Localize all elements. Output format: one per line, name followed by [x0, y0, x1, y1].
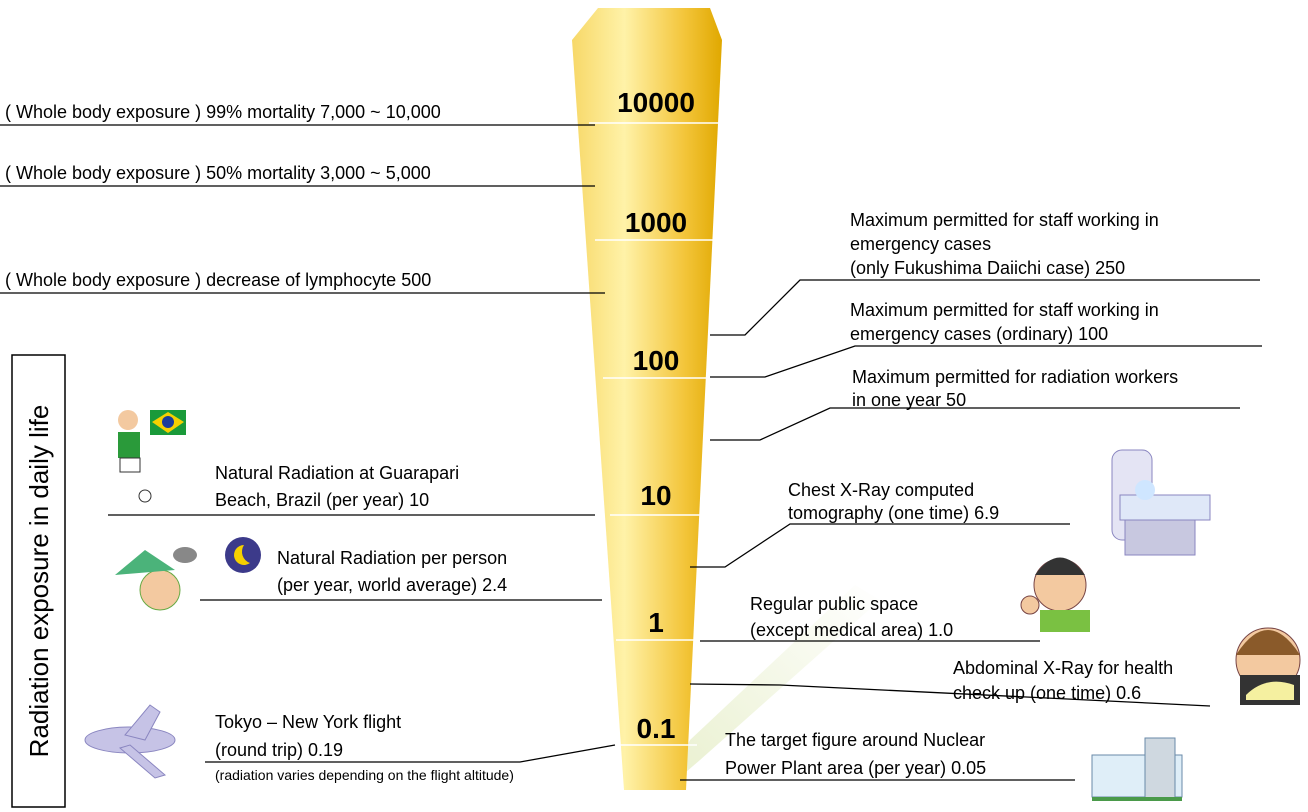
item-text: Abdominal X-Ray for health — [953, 658, 1173, 678]
item-text: Maximum permitted for radiation workers — [852, 367, 1178, 387]
item-text: Tokyo – New York flight — [215, 712, 401, 732]
item-text: Chest X-Ray computed — [788, 480, 974, 500]
side-label: Radiation exposure in daily life — [24, 405, 54, 758]
item-text: Regular public space — [750, 594, 918, 614]
diagram: Radiation exposure in daily life 1000010… — [0, 0, 1308, 812]
item-text: (except medical area) 1.0 — [750, 620, 953, 640]
item-text: The target figure around Nuclear — [725, 730, 985, 750]
scale-label: 1 — [648, 607, 664, 638]
item-text: Maximum permitted for staff working in — [850, 210, 1159, 230]
scale-label: 1000 — [625, 207, 687, 238]
item-text: ( Whole body exposure ) decrease of lymp… — [5, 270, 431, 290]
item-text: ( Whole body exposure ) 50% mortality 3,… — [5, 163, 431, 183]
item-text: ( Whole body exposure ) 99% mortality 7,… — [5, 102, 441, 122]
scale-label: 10000 — [617, 87, 695, 118]
item-text: (round trip) 0.19 — [215, 740, 343, 760]
item-text: Beach, Brazil (per year) 10 — [215, 490, 429, 510]
item-text: emergency cases — [850, 234, 991, 254]
item-text: (only Fukushima Daiichi case) 250 — [850, 258, 1125, 278]
item-text: Power Plant area (per year) 0.05 — [725, 758, 986, 778]
page: { "side_label": "Radiation exposure in d… — [0, 0, 1308, 812]
leader-line — [710, 408, 1240, 440]
item-text: (per year, world average) 2.4 — [277, 575, 507, 595]
item-text: in one year 50 — [852, 390, 966, 410]
item-text: emergency cases (ordinary) 100 — [850, 324, 1108, 344]
item-text: Natural Radiation per person — [277, 548, 507, 568]
item-text: Natural Radiation at Guarapari — [215, 463, 459, 483]
item-text: tomography (one time) 6.9 — [788, 503, 999, 523]
scale-label: 100 — [633, 345, 680, 376]
item-text: check up (one time) 0.6 — [953, 683, 1141, 703]
scale-label: 0.1 — [637, 713, 676, 744]
leader-line — [690, 524, 1070, 567]
item-text: (radiation varies depending on the fligh… — [215, 767, 514, 783]
item-text: Maximum permitted for staff working in — [850, 300, 1159, 320]
scale-label: 10 — [640, 480, 671, 511]
